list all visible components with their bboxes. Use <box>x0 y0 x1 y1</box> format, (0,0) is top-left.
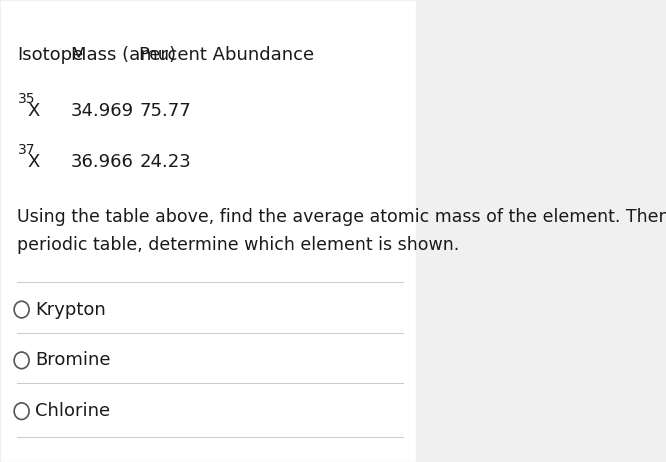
FancyBboxPatch shape <box>0 0 416 462</box>
Text: Isotope: Isotope <box>17 47 84 64</box>
Text: 35: 35 <box>17 92 35 106</box>
Text: Chlorine: Chlorine <box>35 402 111 420</box>
Text: periodic table, determine which element is shown.: periodic table, determine which element … <box>17 236 460 254</box>
Text: 36.966: 36.966 <box>71 153 134 170</box>
Text: X: X <box>28 153 40 170</box>
Text: 37: 37 <box>17 143 35 157</box>
Text: X: X <box>28 102 40 120</box>
Text: Using the table above, find the average atomic mass of the element. Then, using : Using the table above, find the average … <box>17 208 666 226</box>
Text: 34.969: 34.969 <box>71 102 134 120</box>
Text: Krypton: Krypton <box>35 301 106 318</box>
Text: Percent Abundance: Percent Abundance <box>139 47 314 64</box>
Text: 24.23: 24.23 <box>139 153 191 170</box>
Text: Mass (amu): Mass (amu) <box>71 47 176 64</box>
Text: 75.77: 75.77 <box>139 102 191 120</box>
Text: Bromine: Bromine <box>35 352 111 369</box>
